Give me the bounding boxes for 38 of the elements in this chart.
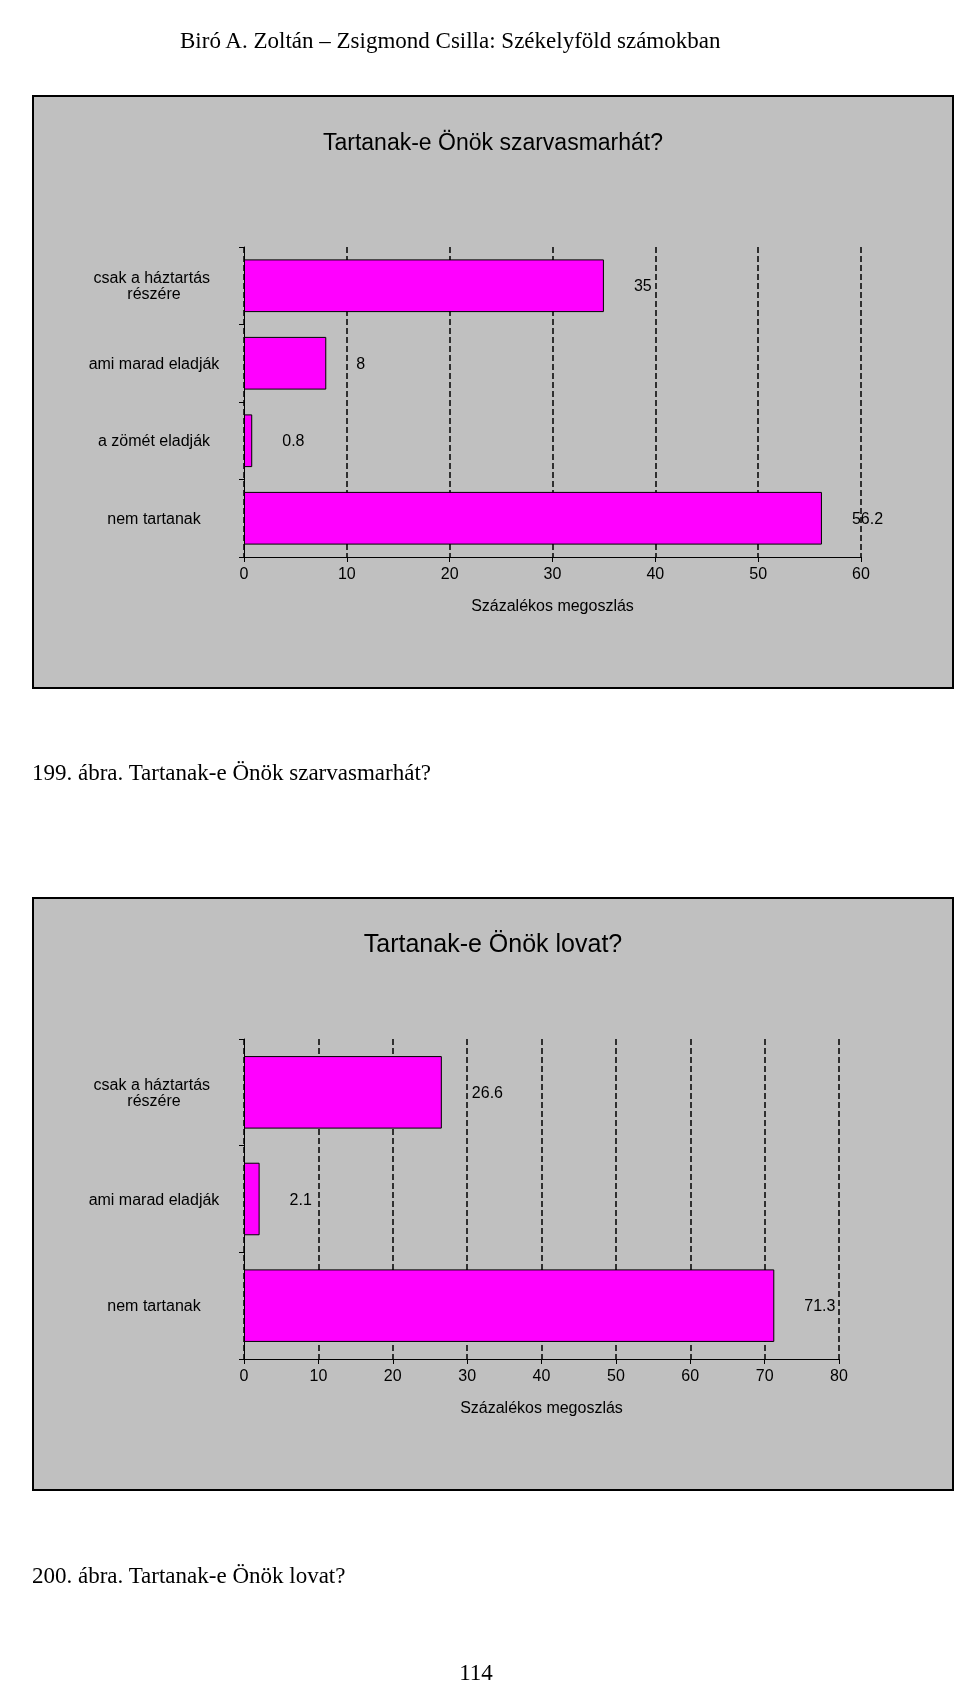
text: 199. ábra. Tartanak-e Önök szarvasmarhát? [32,760,432,786]
y-tick-label: nem tartanak [107,509,202,527]
y-tick-label: ami marad eladják [88,1190,221,1208]
chart-title: Tartanak-e Önök lovat? [363,928,623,957]
x-tick-label: 50 [749,564,768,582]
data-label: 26.6 [471,1083,504,1101]
y-tick-label: ami marad eladják [88,354,221,372]
x-axis-title: Százalékos megoszlás [471,596,634,614]
data-label: 71.3 [804,1297,836,1315]
x-tick-label: 50 [606,1366,625,1384]
chart-title: Tartanak-e Önök szarvasmarhát? [322,128,664,155]
x-tick-label: 20 [440,564,459,582]
data-label: 8 [356,354,366,372]
x-tick-label: 10 [337,564,356,582]
x-tick-label: 40 [532,1366,551,1384]
x-tick-label: 0 [239,1366,249,1384]
x-tick-label: 0 [239,564,249,582]
x-tick-label: 10 [309,1366,328,1384]
y-tick-label: nem tartanak [107,1297,202,1315]
y-tick-label: a zömét eladják [97,432,212,450]
x-tick-label: 60 [852,564,870,582]
y-tick-label: csak a háztartás részére [93,269,215,303]
data-label: 35 [633,277,652,295]
y-tick-label: csak a háztartás részére [93,1075,215,1109]
x-tick-label: 20 [383,1366,402,1384]
x-tick-label: 30 [543,564,562,582]
x-tick-label: 30 [458,1366,477,1384]
data-label: 2.1 [289,1190,312,1208]
data-label: 0.8 [282,432,305,450]
text: Biró A. Zoltán – Zsigmond Csilla: Székelyföld számokban [180,28,721,54]
data-label: 56.2 [851,509,884,527]
text: 200. ábra. Tartanak-e Önök lovat? [32,1563,346,1589]
x-tick-label: 60 [681,1366,700,1384]
x-tick-label: 70 [755,1366,774,1384]
text: 114 [459,1660,493,1686]
x-tick-label: 40 [646,564,665,582]
x-axis-title: Százalékos megoszlás [460,1398,623,1416]
x-tick-label: 80 [830,1366,848,1384]
